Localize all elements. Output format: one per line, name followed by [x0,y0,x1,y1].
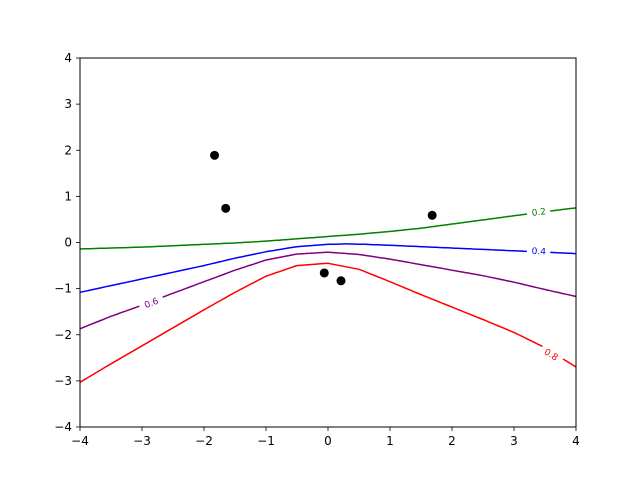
x-tick-label: 2 [448,434,456,448]
y-tick-label: 1 [64,189,72,203]
scatter-point [221,203,231,213]
x-tick-label: 1 [386,434,394,448]
contour-0.4: 0.4 [79,243,577,294]
scatter-point [336,276,346,286]
contour-line-0.2 [550,207,577,212]
contour-label-0.4: 0.4 [531,247,546,258]
y-tick-label: −3 [54,374,72,388]
x-tick-label: 0 [324,434,332,448]
contour-line-0.2 [79,213,528,250]
y-tick-label: −4 [54,420,72,434]
y-tick-label: 0 [64,236,72,250]
scatter-point [210,150,220,160]
x-tick-label: −1 [257,434,275,448]
scatter-point [319,268,329,278]
contour-0.6: 0.6 [79,251,577,330]
contour-line-0.6 [162,251,577,298]
y-axis: −4 −3 −2 −1 0 1 2 3 4 [54,51,80,434]
y-tick-label: 4 [64,51,72,65]
contour-line-0.6 [79,305,140,330]
contour-lines: 0.20.40.60.8 [79,207,577,383]
scatter-point [427,210,437,220]
x-axis: −4 −3 −2 −1 0 1 2 3 4 [71,427,580,448]
contour-label-0.2: 0.2 [531,207,547,219]
contour-line-0.8 [79,262,543,383]
x-tick-label: −3 [133,434,151,448]
contour-line-0.8 [562,358,577,368]
contour-label-0.6: 0.6 [143,297,160,312]
x-tick-label: 3 [510,434,518,448]
contour-0.2: 0.2 [79,207,577,250]
y-tick-label: −1 [54,282,72,296]
y-tick-label: 2 [64,143,72,157]
x-tick-label: −2 [195,434,213,448]
x-tick-label: 4 [572,434,580,448]
scatter-points [210,150,437,286]
y-tick-label: −2 [54,328,72,342]
x-tick-label: −4 [71,434,89,448]
contour-line-0.4 [79,243,527,294]
y-tick-label: 3 [64,97,72,111]
plot-frame [79,57,577,428]
contour-line-0.4 [550,251,577,255]
